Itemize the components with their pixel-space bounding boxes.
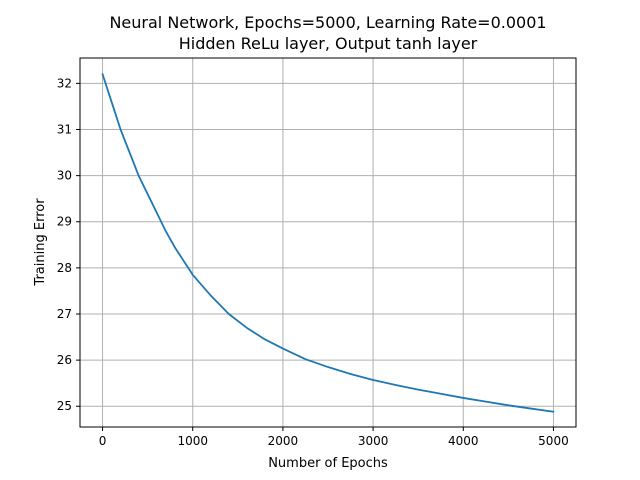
x-axis-label: Number of Epochs (268, 456, 388, 471)
chart-subtitle: Hidden ReLu layer, Output tanh layer (179, 34, 478, 53)
x-tick-label: 4000 (448, 434, 479, 448)
y-tick-label: 25 (57, 399, 72, 413)
y-tick-label: 29 (57, 215, 72, 229)
x-tick-label: 0 (99, 434, 107, 448)
tick-layer: 0 1000 2000 3000 4000 5000 25 26 27 28 29 30 31 32 (57, 76, 569, 448)
axes-frame (79, 57, 577, 428)
y-tick-label: 28 (57, 261, 72, 275)
y-tick-label: 32 (57, 76, 72, 90)
x-tick-label: 2000 (268, 434, 299, 448)
x-tick-label: 5000 (538, 434, 569, 448)
x-tick-label: 1000 (177, 434, 208, 448)
series-line-0 (101, 73, 555, 413)
y-axis-label: Training Error (33, 198, 48, 287)
y-tick-label: 26 (57, 353, 72, 367)
x-tick-label: 3000 (358, 434, 389, 448)
y-tick-label: 27 (57, 307, 72, 321)
y-tick-label: 31 (57, 122, 72, 136)
plot-area (101, 73, 555, 413)
grid-layer (80, 58, 576, 427)
chart-title: Neural Network, Epochs=5000, Learning Ra… (109, 13, 546, 32)
y-tick-label: 30 (57, 169, 72, 183)
